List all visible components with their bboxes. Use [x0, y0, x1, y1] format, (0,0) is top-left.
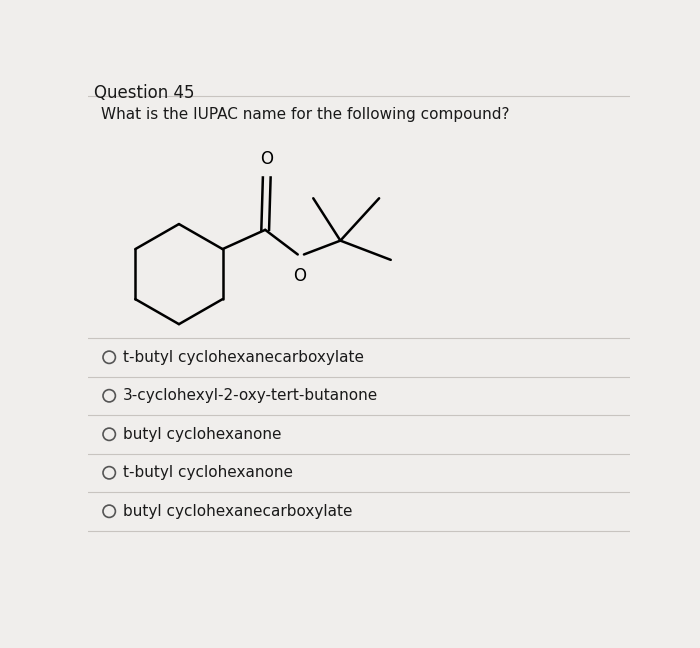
- Text: Question 45: Question 45: [94, 84, 194, 102]
- Text: O: O: [293, 267, 306, 284]
- Text: t-butyl cyclohexanone: t-butyl cyclohexanone: [123, 465, 293, 480]
- Text: O: O: [260, 150, 273, 168]
- Text: butyl cyclohexanone: butyl cyclohexanone: [123, 427, 281, 442]
- Text: t-butyl cyclohexanecarboxylate: t-butyl cyclohexanecarboxylate: [123, 350, 364, 365]
- Text: 3-cyclohexyl-2-oxy-tert-butanone: 3-cyclohexyl-2-oxy-tert-butanone: [123, 388, 379, 403]
- Text: butyl cyclohexanecarboxylate: butyl cyclohexanecarboxylate: [123, 503, 353, 519]
- Text: What is the IUPAC name for the following compound?: What is the IUPAC name for the following…: [102, 107, 510, 122]
